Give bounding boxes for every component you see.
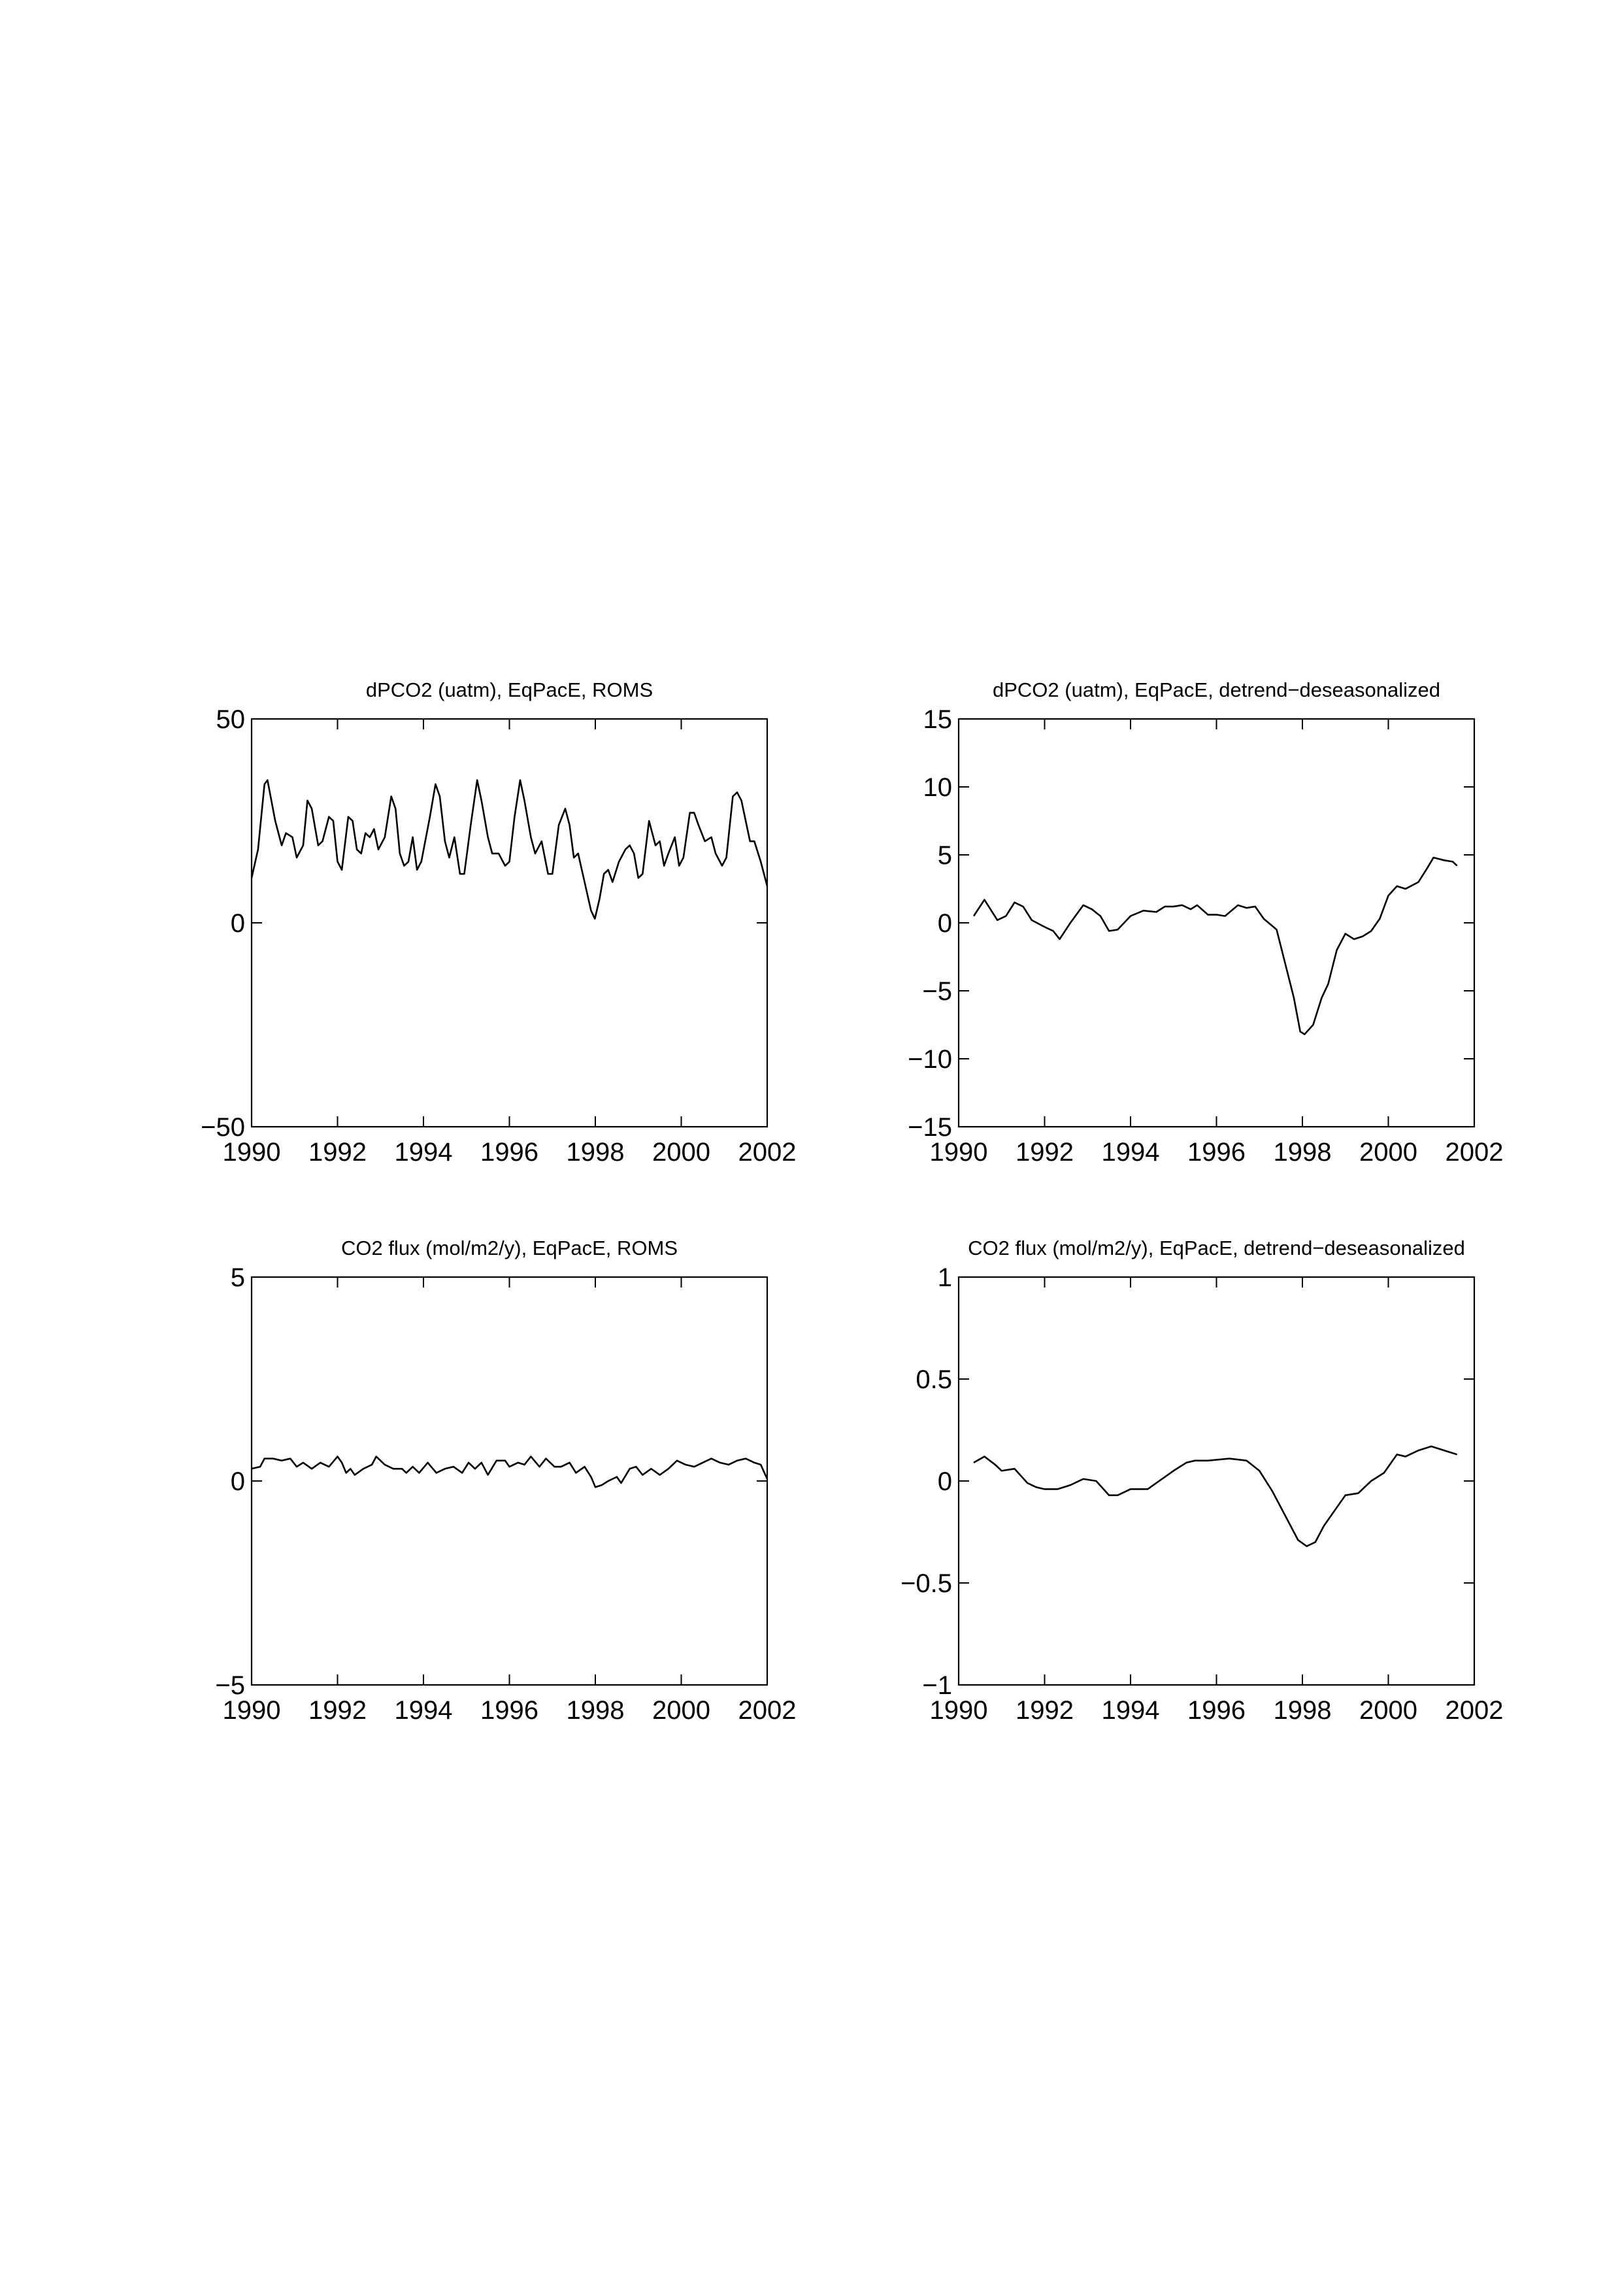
y-tick-label: 0.5 bbox=[916, 1365, 952, 1394]
x-tick-label: 1994 bbox=[395, 1696, 453, 1725]
chart-title: dPCO2 (uatm), EqPacE, ROMS bbox=[366, 678, 653, 701]
x-tick-label: 1998 bbox=[567, 1138, 625, 1167]
x-tick-label: 1992 bbox=[1016, 1696, 1074, 1725]
y-tick-label: −1 bbox=[922, 1671, 952, 1700]
x-tick-label: 2002 bbox=[738, 1138, 797, 1167]
y-tick-label: 5 bbox=[938, 841, 952, 870]
y-tick-label: 1 bbox=[938, 1263, 952, 1292]
y-tick-label: −50 bbox=[201, 1113, 245, 1142]
chart-title: CO2 flux (mol/m2/y), EqPacE, detrend−des… bbox=[968, 1237, 1465, 1259]
x-tick-label: 1990 bbox=[223, 1696, 281, 1725]
chart-title: dPCO2 (uatm), EqPacE, detrend−deseasonal… bbox=[993, 678, 1440, 701]
x-tick-label: 2000 bbox=[652, 1138, 710, 1167]
data-line bbox=[973, 1445, 1458, 1548]
x-tick-label: 1998 bbox=[1274, 1696, 1332, 1725]
axes-box bbox=[957, 1276, 1476, 1686]
y-tick-label: 5 bbox=[231, 1263, 245, 1292]
x-tick-label: 2000 bbox=[652, 1696, 710, 1725]
x-tick-label: 1990 bbox=[223, 1138, 281, 1167]
x-tick-label: 1992 bbox=[308, 1138, 367, 1167]
x-tick-label: 1992 bbox=[1016, 1138, 1074, 1167]
data-line bbox=[972, 856, 1458, 1035]
x-tick-label: 1994 bbox=[395, 1138, 453, 1167]
data-line bbox=[251, 1456, 769, 1488]
y-tick-label: 0 bbox=[938, 1467, 952, 1496]
y-tick-label: 0 bbox=[231, 909, 245, 938]
y-tick-label: 15 bbox=[923, 705, 953, 734]
y-tick-label: −15 bbox=[908, 1113, 952, 1142]
y-tick-label: 50 bbox=[216, 705, 246, 734]
y-tick-label: −0.5 bbox=[901, 1569, 952, 1598]
axes-box bbox=[250, 1276, 769, 1686]
x-tick-label: 1996 bbox=[1187, 1696, 1246, 1725]
y-tick-label: −5 bbox=[922, 977, 952, 1006]
axes-box bbox=[957, 718, 1476, 1128]
x-tick-label: 1996 bbox=[480, 1138, 538, 1167]
x-tick-label: 1996 bbox=[1187, 1138, 1246, 1167]
data-line bbox=[250, 779, 769, 920]
x-tick-label: 1998 bbox=[1274, 1138, 1332, 1167]
x-tick-label: 2000 bbox=[1359, 1696, 1417, 1725]
chart-title: CO2 flux (mol/m2/y), EqPacE, ROMS bbox=[341, 1237, 678, 1259]
x-tick-label: 2000 bbox=[1359, 1138, 1417, 1167]
y-tick-label: −5 bbox=[215, 1671, 245, 1700]
axes-box bbox=[250, 718, 769, 1128]
x-tick-label: 1994 bbox=[1102, 1138, 1160, 1167]
x-tick-label: 1994 bbox=[1102, 1696, 1160, 1725]
x-tick-label: 1998 bbox=[567, 1696, 625, 1725]
x-tick-label: 1996 bbox=[480, 1696, 538, 1725]
x-tick-label: 2002 bbox=[1446, 1696, 1504, 1725]
x-tick-label: 1990 bbox=[930, 1138, 988, 1167]
x-tick-label: 2002 bbox=[738, 1696, 797, 1725]
y-tick-label: 10 bbox=[923, 773, 953, 802]
y-tick-label: −10 bbox=[908, 1045, 952, 1074]
y-tick-label: 0 bbox=[938, 909, 952, 938]
y-tick-label: 0 bbox=[231, 1467, 245, 1496]
x-tick-label: 1992 bbox=[308, 1696, 367, 1725]
x-tick-label: 1990 bbox=[930, 1696, 988, 1725]
x-tick-label: 2002 bbox=[1446, 1138, 1504, 1167]
